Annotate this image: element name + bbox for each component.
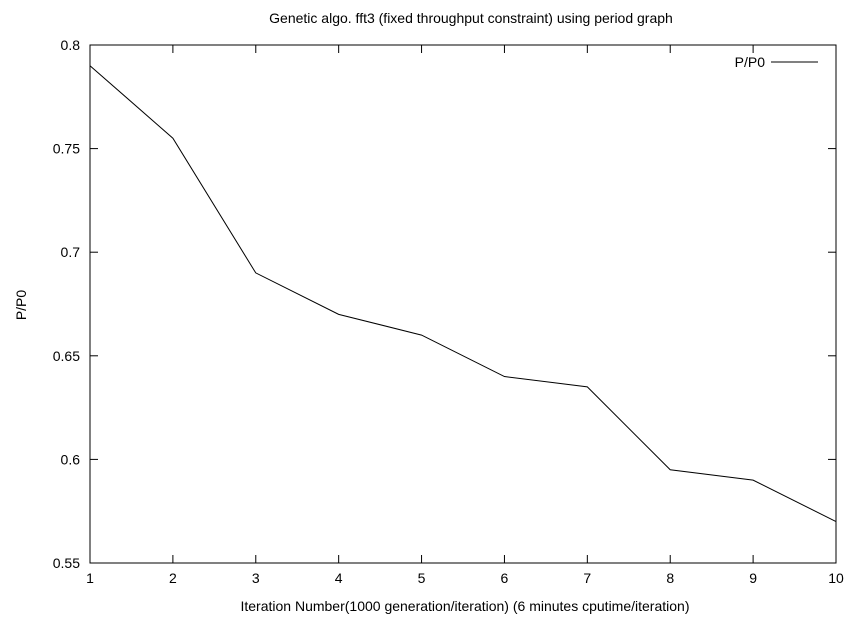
y-tick-label-0.6: 0.6: [61, 451, 81, 467]
x-tick-label-1: 1: [86, 570, 94, 586]
x-tick-label-9: 9: [749, 570, 757, 586]
y-axis-ticks: 0.55 0.6 0.65 0.7 0.75 0.8: [53, 37, 836, 571]
x-axis-ticks: 1 2 3 4 5 6 7 8 9 10: [86, 45, 844, 586]
x-tick-label-10: 10: [828, 570, 844, 586]
plot-frame: [89, 44, 837, 564]
y-tick-label-0.65: 0.65: [53, 348, 80, 364]
y-tick-label-0.8: 0.8: [61, 37, 81, 53]
series-layer: [89, 65, 837, 523]
x-tick-label-4: 4: [335, 570, 343, 586]
y-axis-label: P/P0: [13, 290, 29, 321]
legend-entry-label: P/P0: [735, 54, 766, 70]
chart-title: Genetic algo. fft3 (fixed throughput con…: [269, 10, 673, 26]
x-tick-label-6: 6: [501, 570, 509, 586]
series-line-0: [89, 65, 837, 523]
x-tick-label-7: 7: [583, 570, 591, 586]
x-tick-label-8: 8: [666, 570, 674, 586]
x-axis-label: Iteration Number(1000 generation/iterati…: [240, 598, 689, 614]
x-tick-label-3: 3: [252, 570, 260, 586]
legend: P/P0: [735, 54, 818, 70]
x-tick-label-5: 5: [418, 570, 426, 586]
y-tick-label-0.7: 0.7: [61, 244, 81, 260]
y-tick-label-0.55: 0.55: [53, 555, 80, 571]
x-tick-label-2: 2: [169, 570, 177, 586]
y-tick-label-0.75: 0.75: [53, 141, 80, 157]
